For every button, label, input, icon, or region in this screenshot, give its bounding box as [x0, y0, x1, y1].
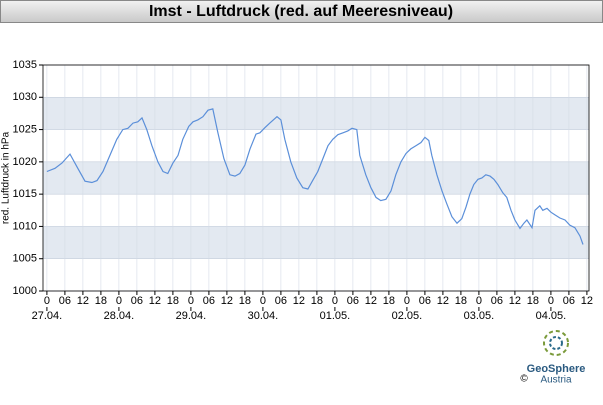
plot-frame — [42, 64, 590, 292]
x-tick-label: 12 — [221, 295, 233, 307]
x-tick-label: 0 — [476, 295, 482, 307]
logo-icon — [549, 336, 563, 350]
x-tick-label: 06 — [275, 295, 287, 307]
chart-title: Imst - Luftdruck (red. auf Meeresniveau) — [149, 3, 453, 20]
y-tick-label: 1000 — [13, 285, 37, 297]
x-tick-label: 12 — [365, 295, 377, 307]
x-tick-label: 12 — [437, 295, 449, 307]
grid-band — [43, 161, 589, 195]
date-label: 28.04. — [104, 310, 135, 322]
logo-sub: Austria — [540, 375, 572, 386]
logo: GeoSphere Austria © — [520, 330, 586, 386]
x-tick-label: 18 — [383, 295, 395, 307]
x-tick-label: 18 — [167, 295, 179, 307]
grid-band — [43, 97, 589, 130]
x-tick-label: 0 — [116, 295, 122, 307]
date-label: 29.04. — [176, 310, 207, 322]
x-tick-label: 12 — [509, 295, 521, 307]
date-label: 27.04. — [32, 310, 63, 322]
y-tick-label: 1010 — [13, 220, 37, 232]
x-tick-label: 0 — [404, 295, 410, 307]
grid-band — [43, 226, 589, 259]
x-tick-label: 0 — [548, 295, 554, 307]
y-axis-label: red. Luftdruck in hPa — [1, 131, 12, 224]
x-tick-label: 06 — [491, 295, 503, 307]
y-tick-label: 1025 — [13, 123, 37, 135]
x-tick-label: 06 — [347, 295, 359, 307]
x-tick-label: 12 — [77, 295, 89, 307]
x-tick-label: 06 — [59, 295, 71, 307]
date-label: 30.04. — [248, 310, 279, 322]
x-tick-label: 18 — [527, 295, 539, 307]
y-tick-label: 1035 — [13, 59, 37, 71]
x-tick-label: 12 — [149, 295, 161, 307]
x-tick-label: 18 — [95, 295, 107, 307]
line — [46, 108, 584, 245]
x-tick-label: 06 — [131, 295, 143, 307]
y-tick-label: 1020 — [13, 156, 37, 168]
x-tick-label: 06 — [203, 295, 215, 307]
logo-name: GeoSphere — [527, 363, 586, 375]
y-tick-label: 1015 — [13, 188, 37, 200]
x-tick-label: 18 — [455, 295, 467, 307]
y-tick-label: 1005 — [13, 253, 37, 265]
x-tick-label: 0 — [188, 295, 194, 307]
x-tick-label: 18 — [239, 295, 251, 307]
copyright: © — [520, 374, 528, 385]
x-tick-label: 0 — [44, 295, 50, 307]
x-tick-label: 12 — [293, 295, 305, 307]
y-tick-label: 1030 — [13, 91, 37, 103]
x-tick-label: 0 — [332, 295, 338, 307]
x-tick-label: 18 — [311, 295, 323, 307]
date-label: 01.05. — [320, 310, 351, 322]
date-label: 04.05. — [536, 310, 567, 322]
logo-icon — [543, 330, 569, 356]
x-tick-label: 06 — [419, 295, 431, 307]
x-tick-label: 12 — [581, 295, 593, 307]
x-tick-label: 06 — [563, 295, 575, 307]
date-label: 03.05. — [464, 310, 495, 322]
date-label: 02.05. — [392, 310, 423, 322]
x-tick-label: 0 — [260, 295, 266, 307]
